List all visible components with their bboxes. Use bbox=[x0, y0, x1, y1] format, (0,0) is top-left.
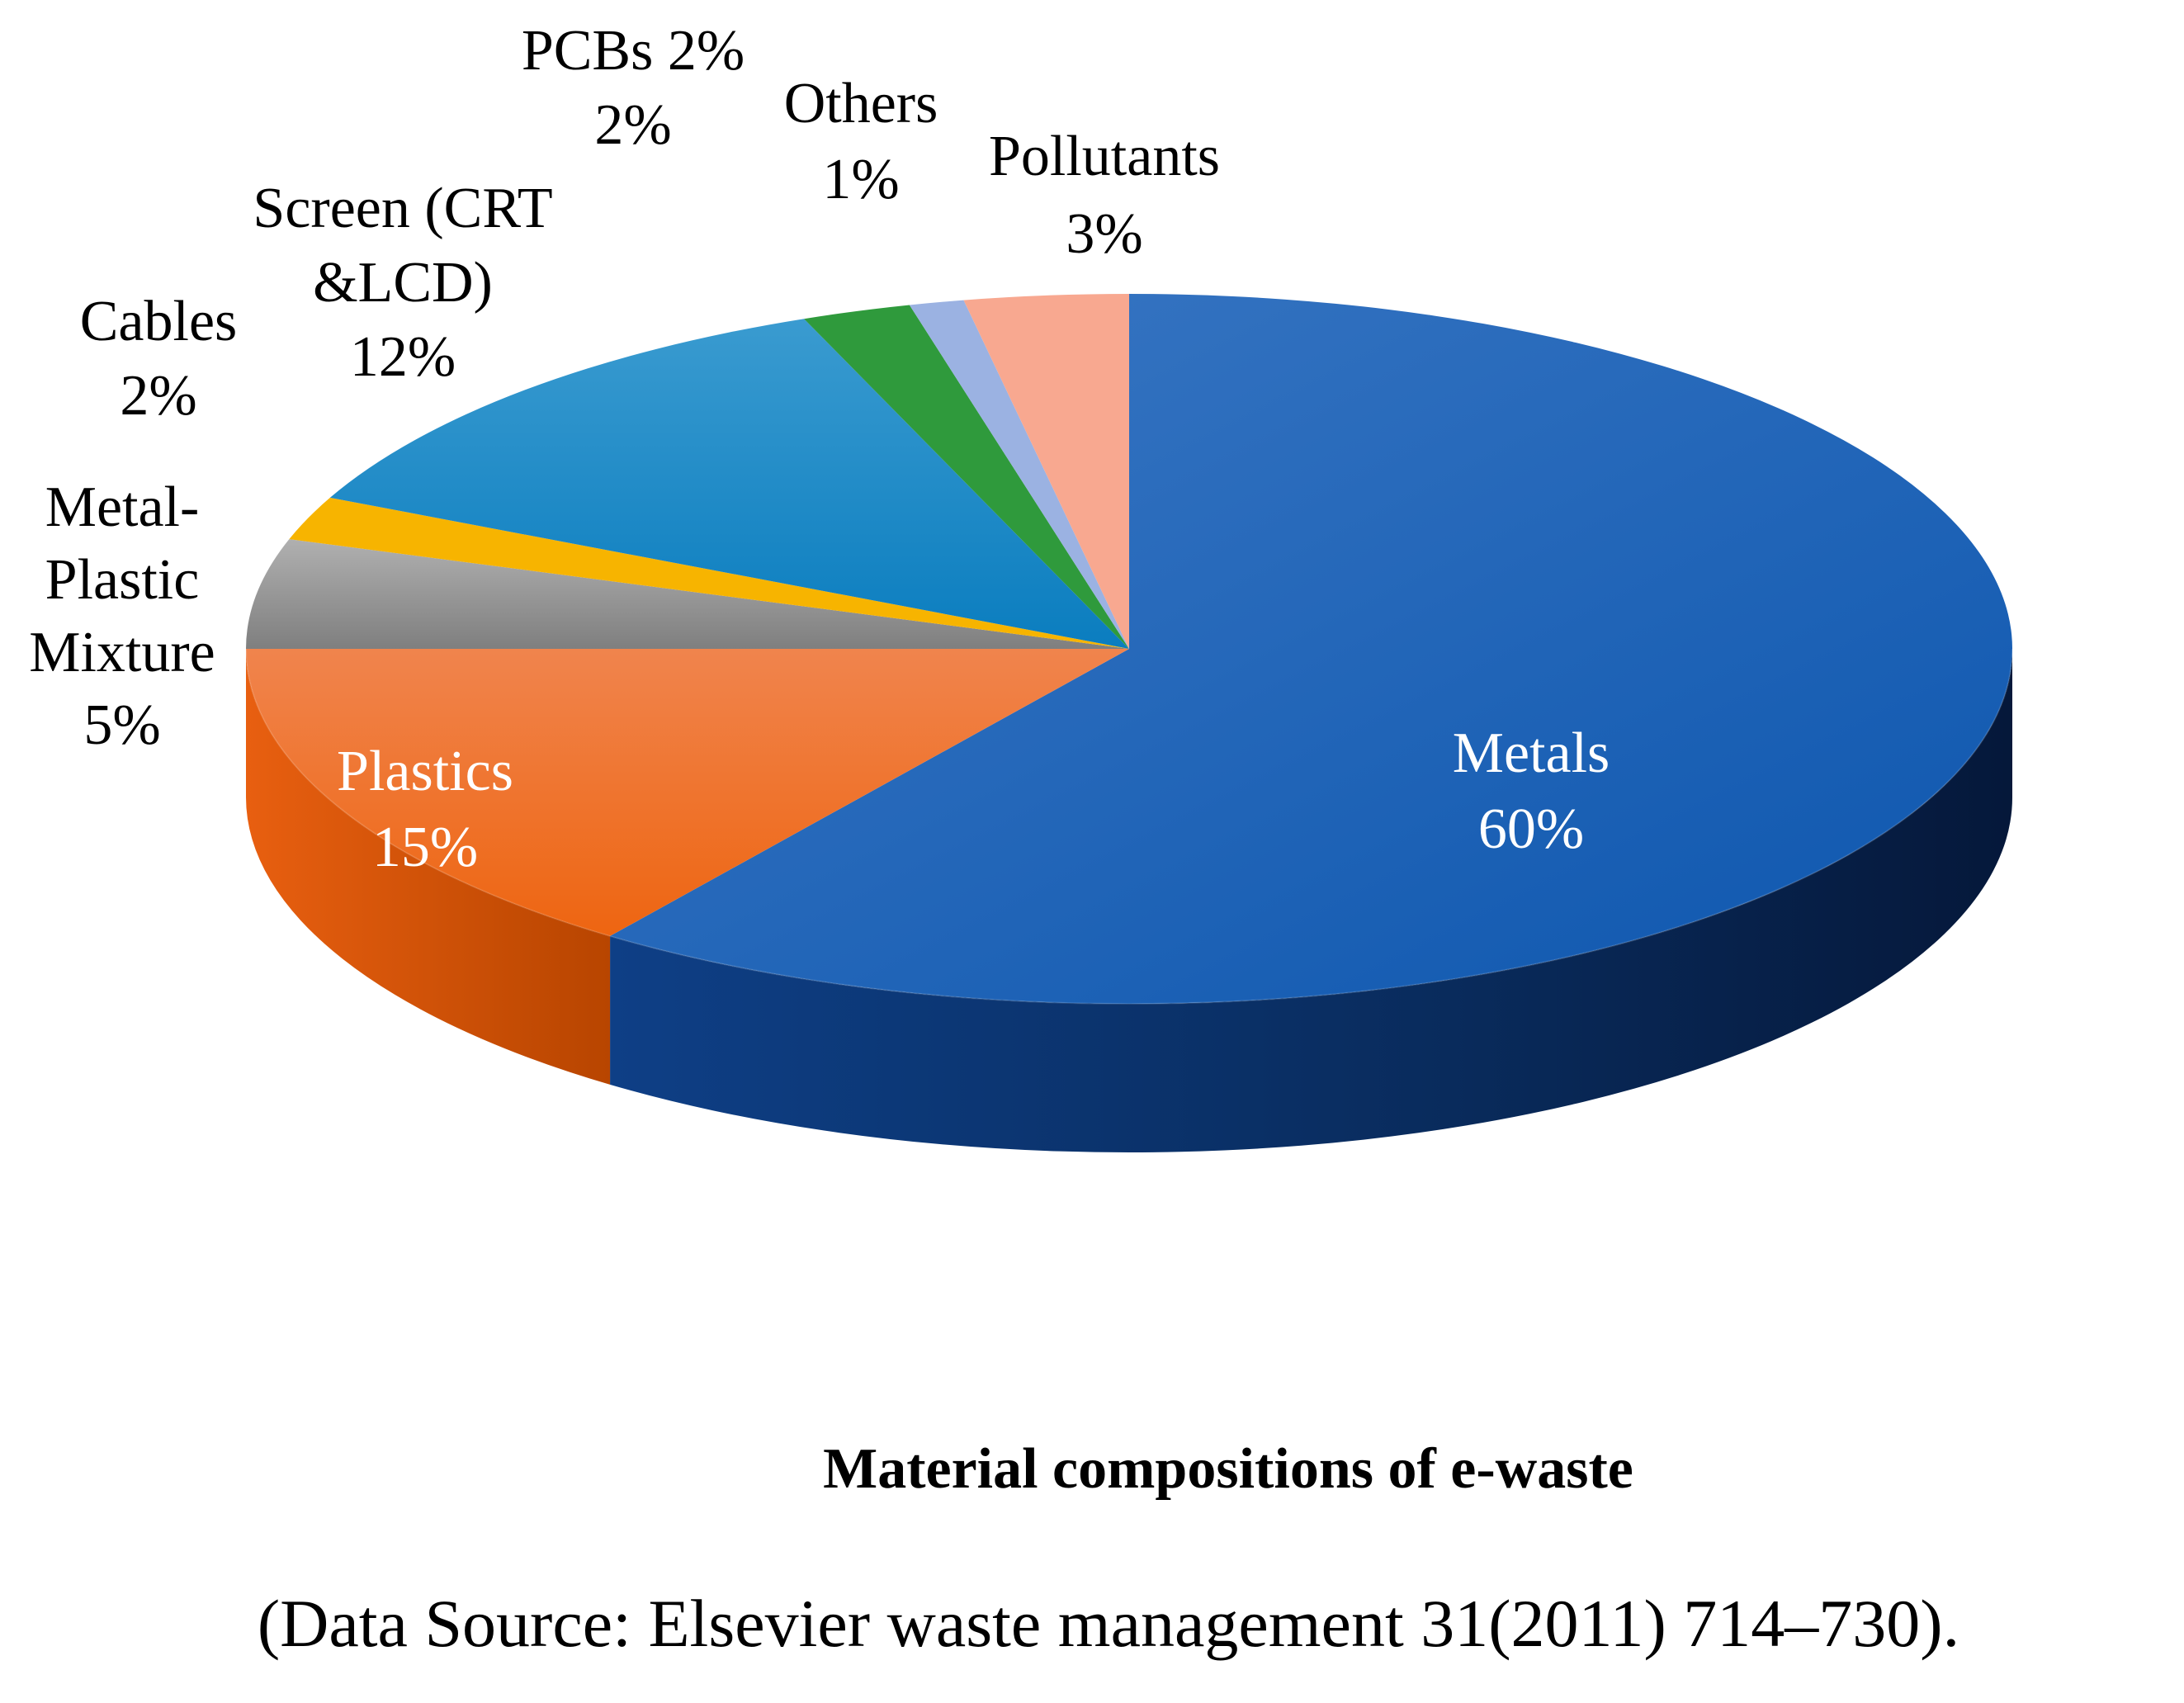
slice-label-line: PCBs 2% bbox=[522, 19, 745, 83]
chart-title: Material compositions of e-waste bbox=[823, 1437, 1633, 1501]
slice-label-line: 2% bbox=[120, 364, 196, 428]
slice-label-line: Metals bbox=[1453, 721, 1610, 785]
slice-label-6: Others 1% bbox=[784, 72, 938, 211]
slice-label-line: 12% bbox=[350, 325, 456, 389]
slice-label-line: Screen (CRT bbox=[253, 177, 552, 240]
pie-slice-0 bbox=[610, 294, 2012, 1004]
slice-label-line: 2% bbox=[594, 93, 671, 157]
slice-label-line: Others bbox=[784, 72, 938, 135]
slice-label-line: 15% bbox=[372, 816, 478, 879]
pie-slices bbox=[245, 294, 2013, 1005]
slice-label-0: Metals 60% bbox=[1453, 721, 1610, 861]
pie-sides bbox=[246, 649, 2012, 1153]
pie-rim bbox=[245, 648, 2013, 1005]
slice-label-line: 5% bbox=[83, 693, 160, 757]
slice-label-4: Screen (CRT &LCD) 12% bbox=[253, 177, 552, 389]
slice-label-line: Mixture bbox=[29, 621, 215, 684]
slice-label-line: Plastics bbox=[337, 740, 513, 803]
data-source-caption: (Data Source: Elsevier waste management … bbox=[257, 1586, 1960, 1661]
pie-slice-6 bbox=[909, 300, 1129, 649]
slice-label-line: Cables bbox=[80, 290, 238, 353]
slice-label-line: 60% bbox=[1478, 797, 1584, 861]
slice-label-line: Pollutants bbox=[989, 125, 1220, 188]
slice-label-line: 3% bbox=[1066, 202, 1142, 266]
slice-label-7: Pollutants 3% bbox=[989, 125, 1220, 266]
pie-slice-5 bbox=[804, 305, 1129, 649]
pie-slice-7 bbox=[963, 294, 1129, 649]
pie-slice-4 bbox=[329, 319, 1129, 649]
pie-slice-2 bbox=[246, 539, 1129, 649]
slice-label-line: Plastic bbox=[45, 548, 200, 612]
slice-label-line: &LCD) bbox=[313, 251, 493, 315]
slice-label-3: Cables 2% bbox=[80, 290, 238, 428]
pie-side-0 bbox=[610, 649, 2012, 1153]
pie-slice-3 bbox=[289, 497, 1130, 649]
slice-label-line: 1% bbox=[822, 148, 899, 211]
slice-label-line: Metal- bbox=[45, 475, 200, 539]
slice-labels: Metals 60% Plastics 15% Metal- Plastic Mixture… bbox=[29, 19, 1610, 879]
pie-side-1 bbox=[246, 649, 611, 1085]
slice-label-2: Metal- Plastic Mixture 5% bbox=[29, 475, 215, 757]
pie-slice-1 bbox=[246, 649, 1129, 936]
slice-label-1: Plastics 15% bbox=[337, 740, 513, 879]
slice-label-5: PCBs 2% 2% bbox=[522, 19, 745, 157]
